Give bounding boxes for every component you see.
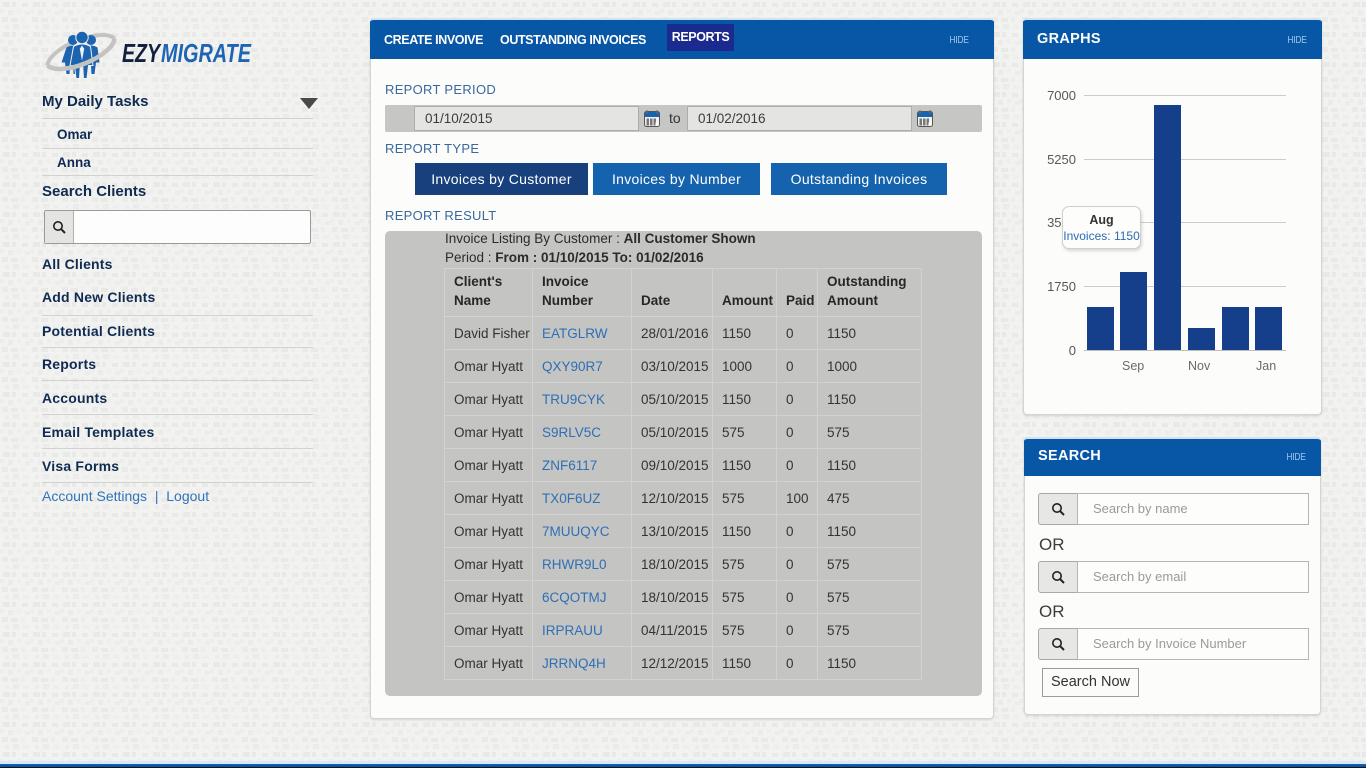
svg-text:MIGRATE: MIGRATE	[161, 38, 252, 68]
svg-text:EZY: EZY	[122, 38, 162, 68]
